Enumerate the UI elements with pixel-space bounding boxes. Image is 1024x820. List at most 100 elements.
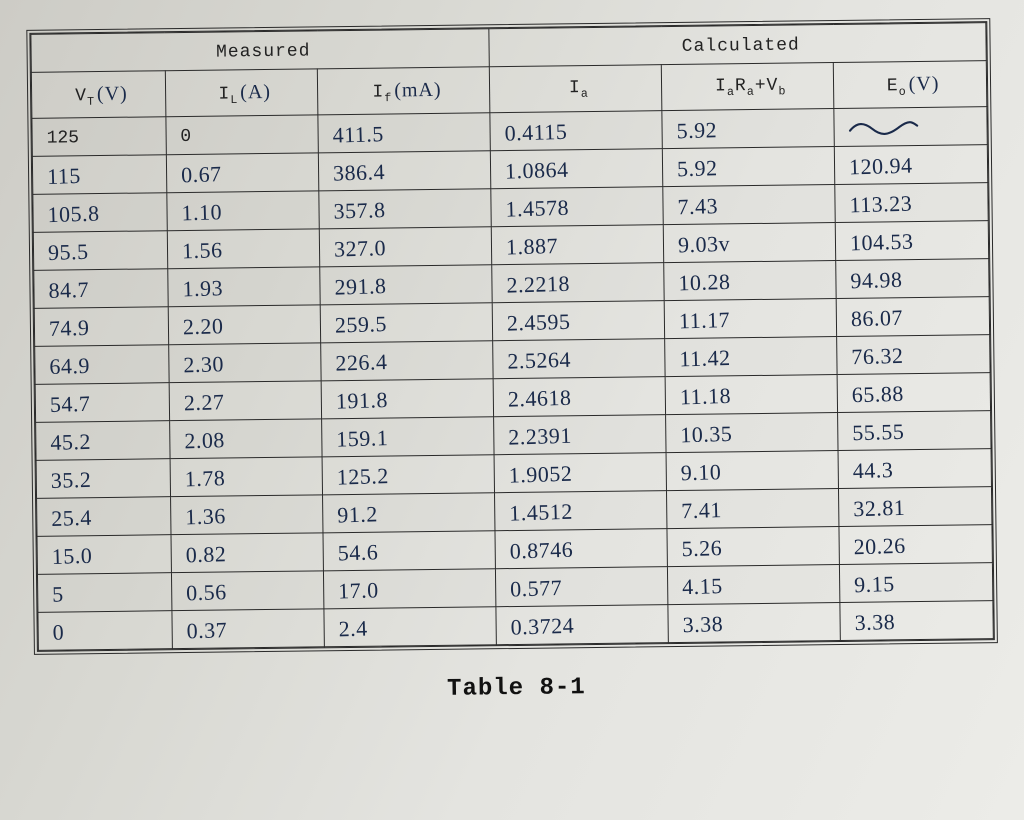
table-cell: 10.28 (664, 261, 836, 301)
table-cell: 291.8 (320, 265, 492, 305)
header-measured: Measured (31, 29, 490, 73)
table-cell: 17.0 (324, 569, 496, 609)
table-cell: 1.78 (170, 457, 323, 497)
cell-value: 120.94 (849, 152, 913, 180)
table-cell: 125.2 (323, 455, 495, 495)
table-cell: 1.9052 (494, 453, 666, 493)
cell-value: 2.08 (184, 427, 225, 454)
table-cell: 2.08 (169, 419, 322, 459)
table-cell: 1.93 (167, 267, 320, 307)
table-cell: 10.35 (666, 413, 838, 453)
table-cell: 54.6 (323, 531, 495, 571)
table-outer-frame: Measured Calculated VT(V) IL(A) If(mA) (26, 18, 998, 655)
table-cell: 2.30 (168, 343, 321, 383)
cell-value: 3.38 (683, 611, 724, 638)
table-cell (834, 107, 987, 147)
table-cell: 259.5 (321, 303, 493, 343)
cell-value: 0.82 (185, 541, 226, 568)
cell-value: 259.5 (335, 311, 388, 339)
table-cell: 104.53 (835, 221, 988, 261)
cell-value: 125 (47, 128, 80, 148)
table-cell: 3.38 (840, 601, 993, 641)
cell-value: 1.93 (182, 275, 223, 302)
table-cell: 120.94 (834, 145, 987, 185)
table-cell: 0 (166, 115, 319, 155)
cell-value: 86.07 (851, 304, 904, 332)
cell-value: 0 (52, 619, 64, 645)
cell-value: 327.0 (334, 235, 387, 263)
table-cell: 11.18 (665, 375, 837, 415)
cell-value: 9.10 (681, 459, 722, 486)
table-body: 1250411.50.41155.921150.67386.41.08645.9… (32, 107, 993, 651)
col-il: IL(A) (165, 69, 318, 117)
table-cell: 0.4115 (490, 111, 662, 151)
table-cell: 0.8746 (495, 529, 667, 569)
cell-value: 74.9 (49, 314, 90, 341)
cell-value: 54.6 (338, 539, 379, 566)
header-calculated-label: Calculated (682, 35, 800, 56)
cell-value: 5 (52, 581, 64, 607)
cell-value: 2.2218 (506, 270, 570, 298)
cell-value: 76.32 (851, 342, 904, 370)
cell-value: 17.0 (338, 577, 379, 604)
table-cell: 411.5 (318, 113, 490, 153)
cell-value: 1.36 (185, 503, 226, 530)
table-cell: 91.2 (323, 493, 495, 533)
table-cell: 2.2218 (492, 263, 664, 303)
cell-value: 357.8 (334, 197, 387, 225)
table-cell: 3.38 (668, 603, 840, 643)
cell-value: 5.26 (682, 535, 723, 562)
table-cell: 2.20 (168, 305, 321, 345)
table-cell: 1.4578 (491, 187, 663, 227)
cell-value: 0.56 (186, 579, 227, 606)
cell-value: 7.43 (677, 193, 718, 220)
cell-value: 411.5 (333, 121, 385, 149)
data-table: Measured Calculated VT(V) IL(A) If(mA) (30, 22, 993, 651)
cell-value: 10.35 (680, 420, 733, 448)
table-cell: 1.36 (170, 495, 323, 535)
cell-value: 65.88 (852, 380, 905, 408)
table-cell: 95.5 (33, 231, 167, 271)
table-cell: 25.4 (37, 497, 171, 537)
cell-value: 9.03v (678, 230, 731, 258)
unit-if: (mA) (394, 79, 442, 102)
table-cell: 1.0864 (491, 149, 663, 189)
cell-value: 191.8 (336, 387, 389, 415)
table-cell: 1.56 (167, 229, 320, 269)
unit-vt: (V) (97, 82, 128, 104)
cell-value: 55.55 (852, 418, 905, 446)
cell-value: 15.0 (51, 542, 92, 569)
table-cell: 86.07 (836, 297, 989, 337)
cell-value: 115 (47, 162, 81, 189)
header-measured-label: Measured (216, 41, 311, 62)
cell-value: 2.4 (339, 615, 369, 642)
table-cell: 5 (37, 573, 171, 613)
cell-value: 2.20 (182, 313, 223, 340)
table-cell: 0 (38, 611, 172, 651)
col-iaravb: IaRa+Vb (662, 63, 834, 111)
cell-value: 95.5 (48, 238, 89, 265)
table-cell: 9.15 (840, 563, 993, 603)
table-cell: 9.03v (664, 223, 836, 263)
table-cell: 0.577 (496, 567, 668, 607)
cell-value: 1.0864 (505, 156, 569, 184)
table-cell: 226.4 (321, 341, 493, 381)
cell-value: 1.4578 (506, 194, 570, 222)
table-cell: 386.4 (319, 151, 491, 191)
cell-value: 64.9 (49, 352, 90, 379)
cell-value: 32.81 (853, 494, 906, 522)
cell-value: 1.887 (506, 232, 559, 260)
cell-value: 5.92 (677, 155, 718, 182)
table-cell: 2.4595 (493, 301, 665, 341)
cell-value: 1.9052 (509, 460, 573, 488)
table-cell: 115 (32, 155, 166, 195)
table-cell: 357.8 (319, 189, 491, 229)
cell-value: 2.2391 (508, 422, 572, 450)
page: Measured Calculated VT(V) IL(A) If(mA) (0, 0, 1024, 820)
table-cell: 2.4618 (493, 377, 665, 417)
cell-value: 0.67 (180, 161, 221, 188)
table-cell: 0.37 (172, 609, 325, 649)
table-cell: 0.56 (171, 571, 324, 611)
col-ia: Ia (490, 65, 662, 113)
table-cell: 5.92 (662, 109, 834, 149)
